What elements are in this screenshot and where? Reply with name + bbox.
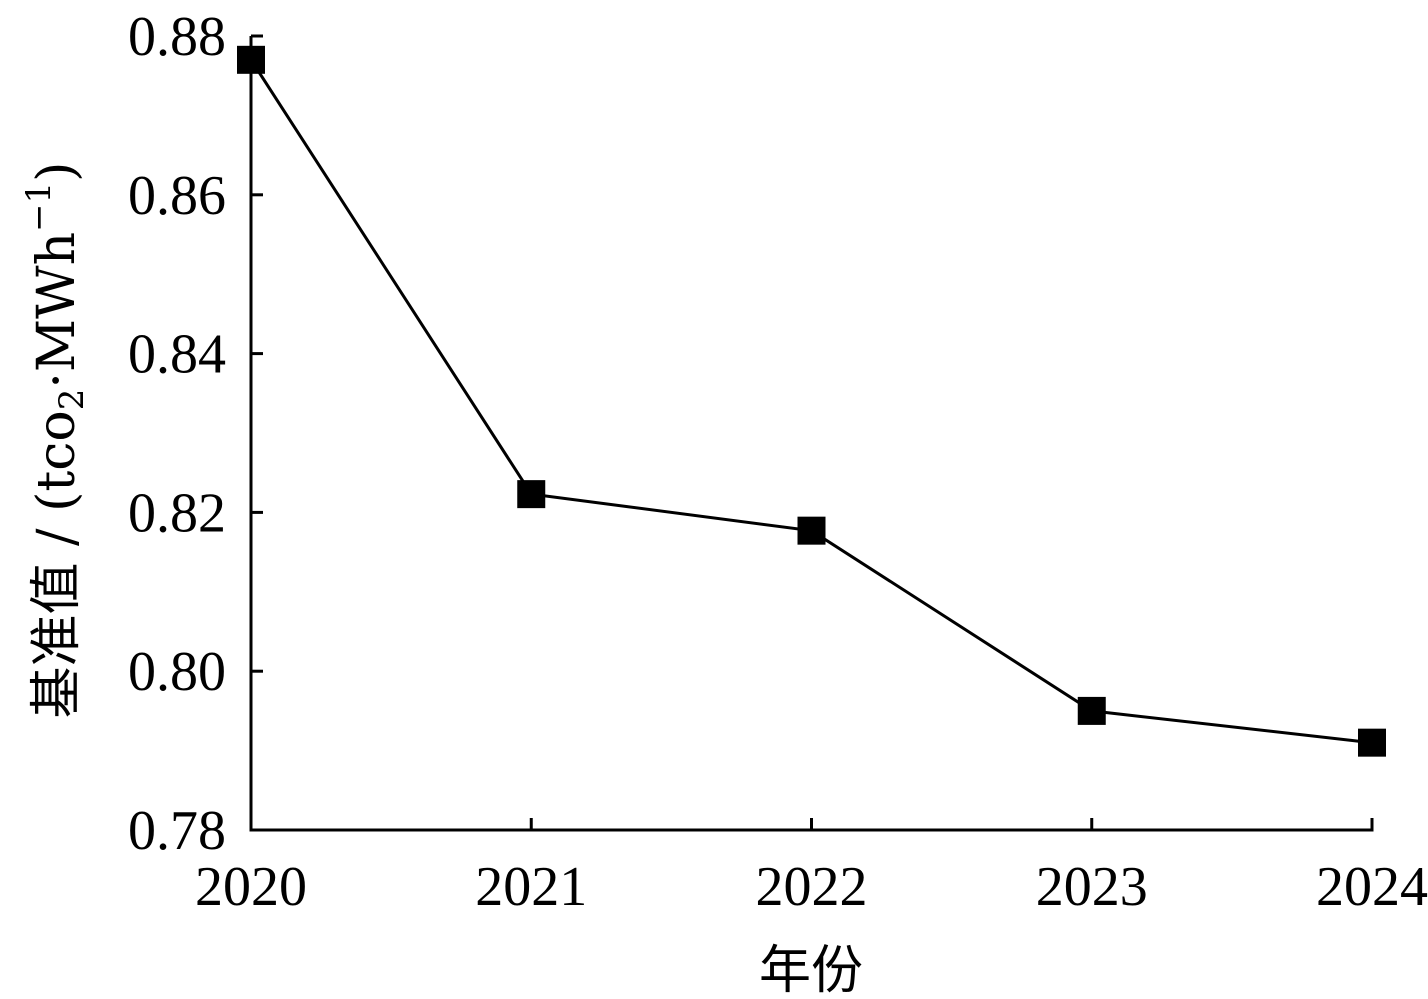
x-tick-marks [251, 818, 1372, 830]
y-tick-marks [251, 36, 263, 830]
y-tick-label: 0.82 [128, 482, 226, 544]
series-markers [237, 46, 1386, 757]
x-tick-label: 2022 [756, 856, 868, 918]
data-point-marker [237, 46, 265, 74]
x-tick-labels: 2020 2021 2022 2023 2024 [195, 856, 1428, 918]
y-tick-label: 0.88 [128, 6, 226, 68]
x-tick-label: 2024 [1316, 856, 1428, 918]
y-axis-title: 基准值 / (tco2·MWh−1) [19, 162, 92, 719]
x-axis-title: 年份 [759, 941, 863, 999]
y-tick-label: 0.86 [128, 165, 226, 227]
y-axis-title-superscript: −1 [19, 182, 59, 232]
y-tick-label: 0.80 [128, 641, 226, 703]
y-axis-title-subscript: 2 [52, 389, 92, 411]
x-tick-label: 2021 [475, 856, 587, 918]
data-point-marker [517, 480, 545, 508]
y-tick-labels: 0.78 0.80 0.82 0.84 0.86 0.88 [128, 6, 226, 862]
y-tick-label: 0.84 [128, 324, 226, 386]
data-point-marker [798, 517, 826, 545]
data-point-marker [1358, 729, 1386, 757]
data-point-marker [1078, 697, 1106, 725]
y-axis-title-prefix: 基准值 / (tco [27, 410, 87, 718]
y-axis-title-suffix: ) [27, 162, 87, 182]
y-axis-title-middle: ·MWh [27, 232, 87, 389]
y-tick-label: 0.78 [128, 800, 226, 862]
series-line [251, 60, 1372, 743]
x-tick-label: 2020 [195, 856, 307, 918]
x-tick-label: 2023 [1036, 856, 1148, 918]
